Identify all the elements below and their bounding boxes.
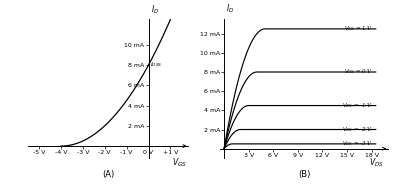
Text: $V_{DS}$: $V_{DS}$ [369,157,384,169]
Text: $V_{GS}$ = 0 V: $V_{GS}$ = 0 V [344,68,373,76]
Text: (B): (B) [298,170,310,179]
Text: $I_D$: $I_D$ [151,4,159,16]
Text: $V_{GS}$ = -1 V: $V_{GS}$ = -1 V [342,101,373,110]
Text: $V_{GS}$ = -3 V: $V_{GS}$ = -3 V [342,139,373,148]
Text: (A): (A) [102,170,114,179]
Text: $V_{GS}$ = 1 V: $V_{GS}$ = 1 V [344,25,373,33]
Text: $V_{GS}$: $V_{GS}$ [172,156,186,169]
Text: $V_{GS}$ = -2 V: $V_{GS}$ = -2 V [342,125,373,134]
Text: $I_D$: $I_D$ [226,2,234,14]
Text: $I_{DSS}$: $I_{DSS}$ [150,60,163,69]
